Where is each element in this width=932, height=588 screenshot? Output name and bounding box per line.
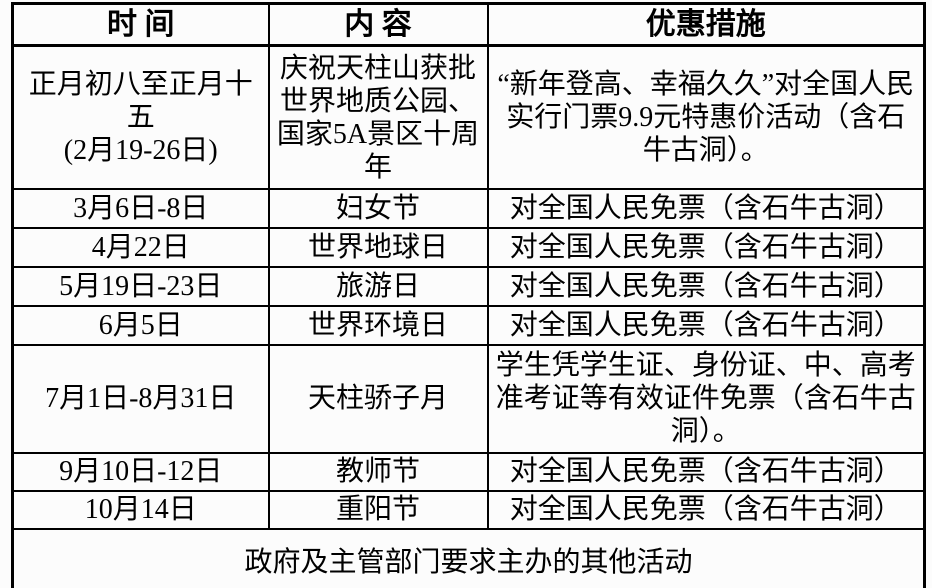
time-cell: 9月10日-12日 [11,451,270,492]
measure-cell: 对全国人民免票（含石牛古洞） [486,489,926,530]
promotion-schedule-table: 时 间 内 容 优惠措施 正月初八至正月十五 (2月19-26日) 庆祝天柱山获批… [11,2,926,588]
content-cell: 天柱骄子月 [267,343,489,454]
table-row: 5月19日-23日 旅游日 对全国人民免票（含石牛古洞） [11,265,926,307]
content-cell: 教师节 [267,451,489,492]
table-footer-row: 政府及主管部门要求主办的其他活动 [11,527,926,588]
time-cell: 7月1日-8月31日 [11,343,270,454]
table-row: 3月6日-8日 妇女节 对全国人民免票（含石牛古洞） [11,187,926,229]
header-time: 时 间 [11,2,270,48]
measure-cell: 对全国人民免票（含石牛古洞） [486,451,926,492]
time-cell: 10月14日 [11,489,270,530]
table-row: 7月1日-8月31日 天柱骄子月 学生凭学生证、身份证、中、高考准考证等有效证件… [11,343,926,454]
content-cell: 庆祝天柱山获批世界地质公园、国家5A景区十周年 [267,44,489,190]
time-cell: 3月6日-8日 [11,187,270,229]
measure-cell: “新年登高、幸福久久”对全国人民实行门票9.9元特惠价活动（含石牛古洞）。 [486,44,926,190]
content-cell: 世界环境日 [267,304,489,346]
measure-cell: 对全国人民免票（含石牛古洞） [486,226,926,268]
measure-cell: 对全国人民免票（含石牛古洞） [486,187,926,229]
measure-cell: 对全国人民免票（含石牛古洞） [486,265,926,307]
time-cell: 4月22日 [11,226,270,268]
time-date-range: (2月19-26日) [63,135,218,167]
time-text: 正月初八至正月十五 [28,69,253,134]
measure-cell: 学生凭学生证、身份证、中、高考准考证等有效证件免票（含石牛古洞）。 [486,343,926,454]
table-row: 4月22日 世界地球日 对全国人民免票（含石牛古洞） [11,226,926,268]
time-cell: 5月19日-23日 [11,265,270,307]
table-row: 正月初八至正月十五 (2月19-26日) 庆祝天柱山获批世界地质公园、国家5A景区… [11,44,926,190]
time-cell: 正月初八至正月十五 (2月19-26日) [11,44,270,190]
content-cell: 旅游日 [267,265,489,307]
table-row: 9月10日-12日 教师节 对全国人民免票（含石牛古洞） [11,451,926,492]
content-cell: 世界地球日 [267,226,489,268]
table-row: 6月5日 世界环境日 对全国人民免票（含石牛古洞） [11,304,926,346]
measure-cell: 对全国人民免票（含石牛古洞） [486,304,926,346]
content-cell: 妇女节 [267,187,489,229]
footer-cell: 政府及主管部门要求主办的其他活动 [11,527,926,588]
time-cell: 6月5日 [11,304,270,346]
content-cell: 重阳节 [267,489,489,530]
header-measure: 优惠措施 [486,2,926,48]
table-row: 10月14日 重阳节 对全国人民免票（含石牛古洞） [11,489,926,530]
table-header-row: 时 间 内 容 优惠措施 [11,2,926,48]
header-content: 内 容 [267,2,489,48]
